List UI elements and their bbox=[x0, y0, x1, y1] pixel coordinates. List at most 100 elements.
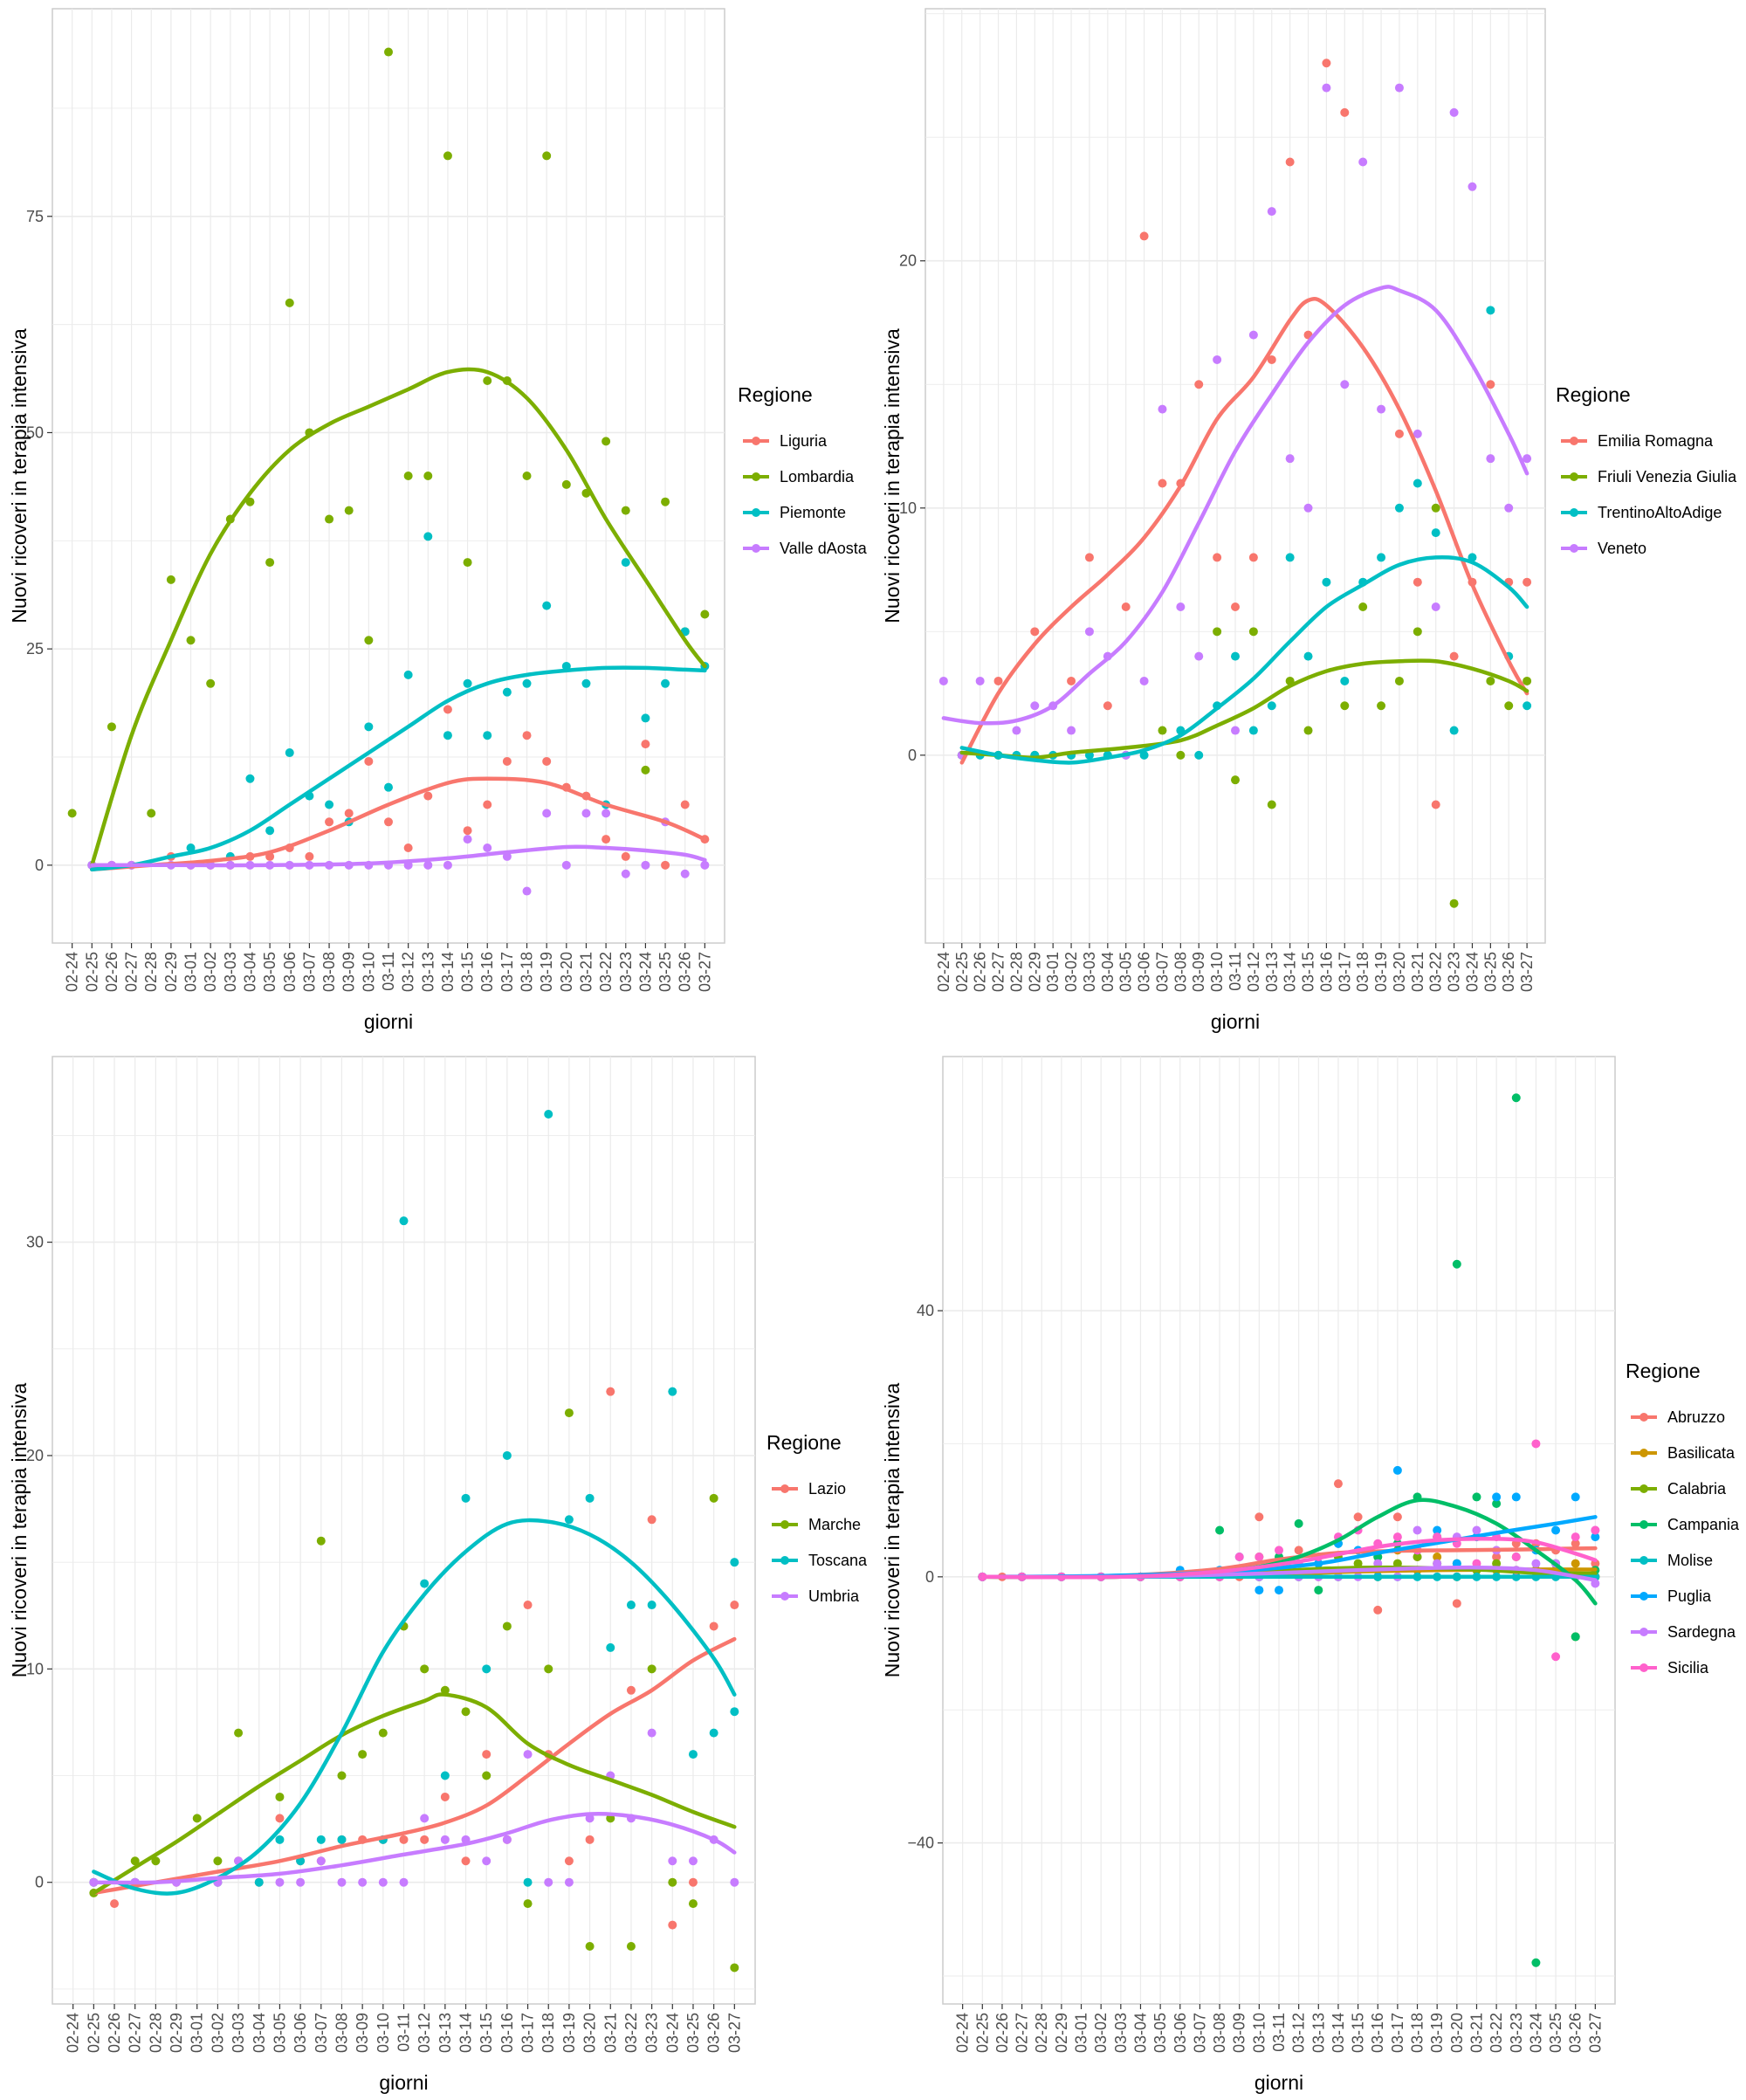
data-point bbox=[1413, 627, 1422, 637]
data-point bbox=[641, 713, 650, 723]
data-point bbox=[1591, 1532, 1600, 1542]
data-point bbox=[688, 1899, 698, 1909]
data-point bbox=[1523, 701, 1532, 711]
data-point bbox=[522, 678, 532, 688]
x-tick-label: 03-02 bbox=[209, 2013, 226, 2053]
data-point bbox=[542, 151, 552, 161]
x-tick-label: 02-29 bbox=[168, 2013, 185, 2053]
data-point bbox=[601, 809, 611, 818]
smooth-line bbox=[92, 1636, 737, 1896]
data-point bbox=[502, 1621, 512, 1631]
data-point bbox=[483, 843, 492, 853]
data-point bbox=[265, 558, 275, 568]
data-point bbox=[461, 1493, 471, 1503]
x-tick-label: 03-23 bbox=[1446, 952, 1463, 992]
data-point bbox=[1067, 726, 1076, 735]
data-point bbox=[661, 860, 670, 870]
legend-key-point bbox=[1639, 1592, 1648, 1601]
legend-label: Valle dAosta bbox=[780, 540, 868, 557]
x-tick-label: 03-07 bbox=[313, 2013, 330, 2053]
data-point bbox=[1176, 602, 1186, 612]
legend-label: Puglia bbox=[1667, 1587, 1712, 1605]
data-point bbox=[483, 800, 492, 809]
data-point bbox=[601, 835, 611, 844]
data-point bbox=[1358, 157, 1368, 167]
x-tick-label: 03-08 bbox=[320, 952, 338, 992]
data-point bbox=[403, 472, 413, 480]
data-point bbox=[1373, 1605, 1383, 1615]
data-point bbox=[1531, 1958, 1541, 1967]
data-point bbox=[1492, 1499, 1502, 1509]
x-tick-label: 02-26 bbox=[103, 952, 120, 992]
data-point bbox=[1452, 1259, 1461, 1269]
data-point bbox=[564, 1408, 574, 1418]
data-point bbox=[1267, 800, 1276, 809]
data-point bbox=[1353, 1559, 1363, 1568]
data-point bbox=[1213, 627, 1222, 637]
x-tick-label: 02-25 bbox=[973, 2013, 991, 2053]
legend-key-point bbox=[1639, 1449, 1648, 1457]
x-tick-label: 03-10 bbox=[1250, 2013, 1268, 2053]
data-point bbox=[1194, 750, 1204, 760]
data-point bbox=[384, 782, 393, 792]
data-point bbox=[1314, 1586, 1323, 1595]
data-point bbox=[700, 609, 710, 619]
data-point bbox=[384, 47, 393, 57]
x-tick-label: 03-22 bbox=[597, 952, 615, 992]
data-point bbox=[325, 817, 334, 827]
x-tick-label: 02-28 bbox=[1033, 2013, 1050, 2053]
x-tick-label: 03-01 bbox=[1073, 2013, 1090, 2053]
data-point bbox=[1377, 404, 1386, 414]
x-tick-label: 03-03 bbox=[1112, 2013, 1130, 2053]
data-point bbox=[1139, 676, 1149, 685]
data-point bbox=[542, 809, 552, 818]
data-point bbox=[364, 722, 374, 732]
data-point bbox=[399, 1216, 409, 1226]
data-point bbox=[1139, 231, 1149, 241]
data-point bbox=[1103, 701, 1112, 711]
x-tick-label: 03-16 bbox=[1369, 2013, 1386, 2053]
x-tick-label: 03-03 bbox=[222, 952, 239, 992]
x-tick-label: 03-04 bbox=[241, 952, 258, 992]
x-tick-label: 03-15 bbox=[1350, 2013, 1367, 2053]
data-point bbox=[502, 1450, 512, 1460]
data-point bbox=[668, 1856, 677, 1866]
data-point bbox=[325, 514, 334, 524]
x-tick-label: 03-18 bbox=[1409, 2013, 1426, 2053]
y-axis-title: Nuovi ricoveri in terapia intensiva bbox=[8, 328, 31, 623]
data-point bbox=[1571, 1492, 1580, 1502]
x-tick-label: 03-20 bbox=[1391, 952, 1408, 992]
legend-title: Regione bbox=[738, 383, 813, 406]
data-point bbox=[1255, 1552, 1264, 1561]
x-tick-label: 03-20 bbox=[581, 2013, 599, 2053]
x-tick-label: 03-09 bbox=[1231, 2013, 1248, 2053]
data-point bbox=[668, 1920, 677, 1930]
data-point bbox=[993, 676, 1003, 685]
data-point bbox=[641, 765, 650, 775]
data-point bbox=[344, 506, 354, 515]
data-point bbox=[275, 1835, 285, 1844]
data-point bbox=[1413, 479, 1422, 488]
data-point bbox=[364, 756, 374, 766]
legend-key-point bbox=[1570, 472, 1578, 481]
data-point bbox=[147, 809, 156, 818]
y-tick-label: 10 bbox=[26, 1660, 44, 1677]
data-point bbox=[364, 636, 374, 645]
data-point bbox=[1486, 454, 1495, 464]
data-point bbox=[423, 472, 433, 480]
data-point bbox=[647, 1728, 656, 1738]
x-tick-label: 03-22 bbox=[1488, 2013, 1505, 2053]
data-point bbox=[420, 1814, 430, 1823]
y-tick-label: 40 bbox=[917, 1302, 934, 1319]
x-tick-label: 03-03 bbox=[1081, 952, 1098, 992]
x-tick-label: 03-10 bbox=[1208, 952, 1226, 992]
data-point bbox=[661, 678, 670, 688]
data-point bbox=[358, 1877, 368, 1887]
y-tick-label: 0 bbox=[35, 857, 44, 874]
x-tick-label: 03-25 bbox=[1547, 2013, 1564, 2053]
data-point bbox=[1158, 404, 1167, 414]
x-tick-label: 03-17 bbox=[498, 952, 516, 992]
data-point bbox=[443, 151, 452, 161]
x-tick-label: 03-16 bbox=[1317, 952, 1335, 992]
legend-label: Lazio bbox=[808, 1480, 846, 1498]
